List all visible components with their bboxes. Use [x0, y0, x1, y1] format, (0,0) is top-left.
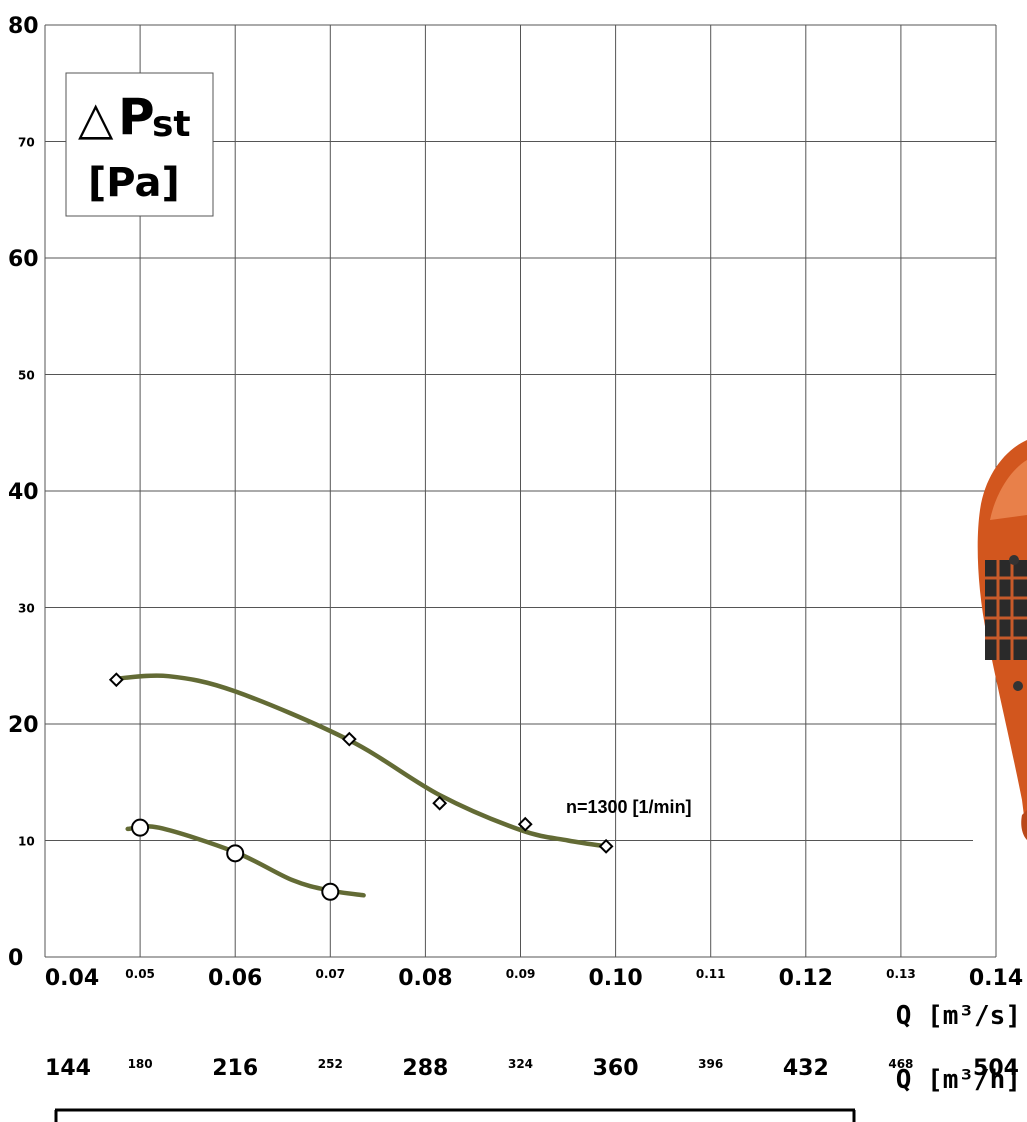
x-secondary-tick-label: 468	[888, 1057, 913, 1071]
x-tick-label: 0.12	[779, 966, 833, 991]
x-axis-ticks: 0.04 0.05 0.06 0.07 0.08 0.09 0.10 0.11 0.12 0.13…	[45, 966, 1023, 991]
x-secondary-tick-label: 432	[783, 1056, 829, 1081]
x-tick-label: 0.13	[886, 967, 916, 981]
series-1-curve	[114, 673, 609, 849]
series-1-point	[432, 795, 448, 811]
series-1-point	[341, 731, 357, 747]
x-axis-label-secondary: Q [m³/h]	[896, 1065, 1021, 1095]
x-axis-label-primary: Q [m³/s]	[896, 1001, 1021, 1031]
series-curves	[114, 673, 609, 898]
x-secondary-tick-label: 180	[128, 1057, 153, 1071]
y-tick-label: 50	[18, 369, 35, 383]
y-axis-ticks: 0 10 20 30 40 50 60 70 80	[8, 14, 39, 971]
x-tick-label: 0.08	[398, 966, 452, 991]
series-markers	[108, 672, 614, 901]
series-2-point	[226, 844, 245, 863]
y-tick-label: 20	[8, 713, 39, 738]
series-2-point	[131, 818, 150, 837]
x-secondary-tick-label: 324	[508, 1057, 533, 1071]
ylabel-unit: [Pa]	[88, 160, 180, 206]
y-label-frame	[65, 72, 214, 217]
x-tick-label: 0.10	[588, 966, 642, 991]
y-tick-label: 40	[8, 480, 39, 505]
y-tick-label: 30	[18, 602, 35, 616]
x-tick-label: 0.07	[315, 967, 345, 981]
series-1-point	[108, 672, 124, 688]
fan-product-photo	[977, 440, 1027, 840]
x-tick-label: 0.05	[125, 967, 155, 981]
series-2-point	[321, 882, 340, 901]
x-tick-label: 0.11	[696, 967, 726, 981]
x-secondary-tick-label: 396	[698, 1057, 723, 1071]
x-secondary-tick-label: 504	[973, 1056, 1019, 1081]
y-tick-label: 0	[8, 946, 23, 971]
speed-annotation: n=1300 [1/min]	[566, 797, 692, 817]
chart-grid	[44, 24, 997, 958]
series-1-point	[598, 838, 614, 854]
x-tick-label: 0.04	[45, 966, 99, 991]
ylabel-subscript: st	[152, 104, 191, 145]
x-tick-label: 0.14	[969, 966, 1023, 991]
x-secondary-tick-label: 288	[402, 1056, 448, 1081]
x-secondary-tick-label: 360	[593, 1056, 639, 1081]
y-tick-label: 80	[8, 14, 39, 39]
x-axis-secondary-ticks: 144 180 216 252 288 324 360 396 432 468 504	[45, 1056, 1019, 1081]
delta-symbol: △	[78, 91, 114, 145]
x-tick-label: 0.09	[506, 967, 536, 981]
x-secondary-tick-label: 216	[212, 1056, 258, 1081]
x-secondary-tick-label: 252	[318, 1057, 343, 1071]
x-secondary-tick-label: 144	[45, 1056, 91, 1081]
y-tick-label: 70	[18, 136, 35, 150]
series-1-point	[517, 816, 533, 832]
fan-grille	[985, 560, 1027, 660]
y-tick-label: 60	[8, 247, 39, 272]
y-tick-label: 10	[18, 835, 35, 849]
y-axis-label-box: △ P st [Pa]	[65, 72, 214, 217]
x-tick-label: 0.06	[208, 966, 262, 991]
ylabel-letter: P	[118, 88, 155, 146]
